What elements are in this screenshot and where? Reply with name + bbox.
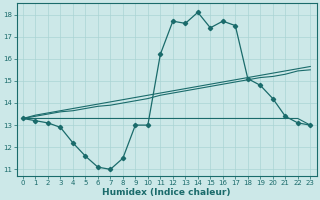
X-axis label: Humidex (Indice chaleur): Humidex (Indice chaleur) — [102, 188, 231, 197]
